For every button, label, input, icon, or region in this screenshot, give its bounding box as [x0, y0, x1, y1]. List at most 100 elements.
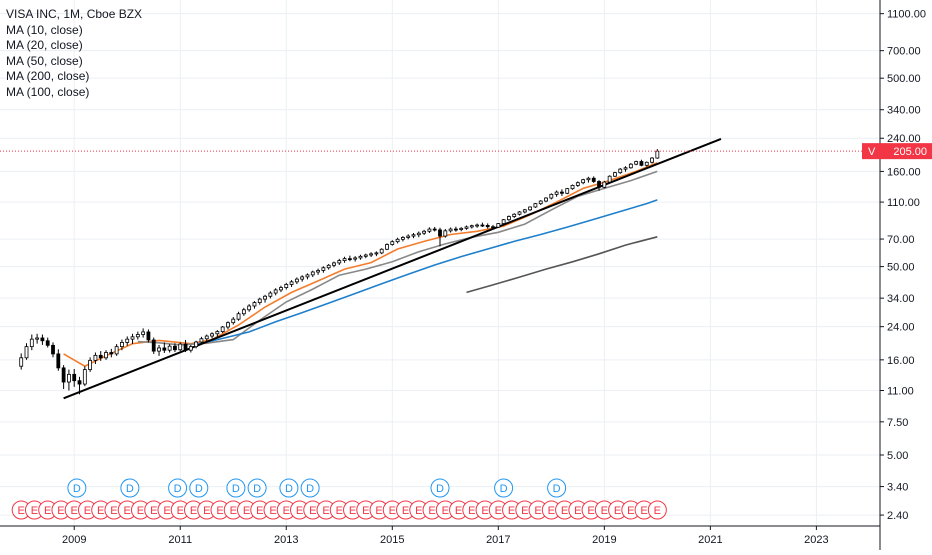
legend-ma100[interactable]: MA (100, close): [6, 84, 90, 99]
candle-body: [491, 226, 495, 229]
candle-body: [236, 313, 241, 320]
y-tick-label: 34.00: [887, 293, 915, 305]
earnings-marker-label: E: [521, 505, 528, 517]
candle-body: [120, 342, 124, 348]
candle-body: [263, 295, 267, 300]
candle-body: [141, 331, 146, 335]
y-tick-label: 7.50: [887, 417, 908, 429]
dividend-marker-label: D: [126, 483, 134, 495]
legend-ma10[interactable]: MA (10, close): [6, 22, 83, 37]
y-tick-label: 160.00: [887, 166, 921, 178]
candle-body: [61, 367, 66, 383]
candle-body: [607, 175, 612, 183]
dividend-marker-label: D: [553, 483, 561, 495]
candle-body: [358, 255, 363, 259]
candle-body: [29, 338, 34, 348]
earnings-marker-label: E: [548, 505, 555, 517]
earnings-marker-label: E: [534, 505, 541, 517]
dividend-marker-label: D: [232, 483, 240, 495]
candle-body: [77, 380, 82, 385]
candle-body: [289, 281, 294, 285]
candle-body: [422, 230, 426, 234]
dividend-marker: [67, 478, 87, 498]
earnings-marker-label: E: [574, 505, 581, 517]
price-label-value: 205.00: [893, 146, 927, 158]
candle-body: [522, 209, 527, 213]
candle-body: [560, 191, 564, 194]
earnings-marker-label: E: [336, 505, 343, 517]
candle-body: [400, 237, 405, 240]
dividend-marker: [494, 478, 514, 498]
earnings-marker-label: E: [428, 505, 435, 517]
candle-body: [162, 347, 167, 351]
earnings-marker-label: E: [640, 505, 647, 517]
earnings-marker-label: E: [375, 505, 382, 517]
candle-body: [565, 188, 570, 194]
candle-body: [231, 318, 236, 324]
symbol-title: VISA INC, 1M, Cboe BZX: [6, 7, 143, 21]
candle-body: [475, 224, 480, 227]
x-tick-label: 2011: [168, 534, 192, 546]
candle-body: [125, 338, 130, 343]
earnings-marker-label: E: [31, 505, 38, 517]
earnings-marker-label: E: [415, 505, 422, 517]
earnings-marker-label: E: [150, 505, 157, 517]
earnings-marker-label: E: [654, 505, 661, 517]
candle-body: [427, 228, 432, 232]
candle-body: [549, 193, 554, 199]
candle-body: [157, 347, 161, 352]
earnings-marker-label: E: [110, 505, 117, 517]
series-line-ma-100-close: [466, 236, 658, 294]
candle-body: [390, 241, 395, 245]
candle-body: [347, 258, 352, 261]
candle-body: [613, 172, 617, 177]
earnings-marker-label: E: [190, 505, 197, 517]
y-tick-label: 700.00: [887, 46, 921, 58]
series-line-ma-50-close: [195, 199, 658, 346]
candle-body: [639, 161, 644, 166]
dividend-marker: [300, 478, 320, 498]
candle-body: [215, 331, 220, 335]
candle-body: [226, 322, 230, 328]
y-tick-label: 340.00: [887, 105, 921, 117]
candle-body: [337, 260, 342, 264]
candle-body: [93, 354, 98, 361]
candle-body: [480, 224, 485, 227]
candle-body: [544, 197, 548, 202]
candle-body: [204, 335, 209, 340]
y-tick-label: 240.00: [887, 133, 921, 145]
y-tick-label: 5.00: [887, 450, 908, 462]
candle-body: [618, 168, 623, 174]
candle-body: [602, 181, 607, 188]
earnings-marker-label: E: [442, 505, 449, 517]
earnings-marker-label: E: [137, 505, 144, 517]
candle-body: [459, 227, 464, 230]
candle-body: [554, 191, 559, 195]
candle-body: [45, 340, 50, 346]
dividend-marker: [279, 478, 299, 498]
legend-ma20[interactable]: MA (20, close): [6, 38, 83, 53]
candle-body: [332, 262, 336, 266]
earnings-marker-label: E: [402, 505, 409, 517]
candle-body: [316, 270, 320, 273]
x-tick-label: 2017: [486, 534, 510, 546]
earnings-marker-label: E: [243, 505, 250, 517]
dividend-marker: [430, 478, 450, 498]
earnings-marker-label: E: [269, 505, 276, 517]
legend-ma200[interactable]: MA (200, close): [6, 69, 90, 84]
earnings-marker-label: E: [587, 505, 594, 517]
legend-ma50[interactable]: MA (50, close): [6, 53, 83, 68]
earnings-marker-label: E: [389, 505, 396, 517]
candle-body: [252, 302, 257, 307]
candle-body: [586, 177, 591, 181]
dividend-marker-label: D: [285, 483, 293, 495]
candle-body: [98, 354, 103, 359]
dividend-marker: [247, 478, 267, 498]
candle-body: [406, 235, 411, 238]
candle-body: [19, 357, 24, 367]
candle-body: [135, 334, 140, 338]
earnings-marker-label: E: [362, 505, 369, 517]
candle-body: [114, 346, 119, 355]
